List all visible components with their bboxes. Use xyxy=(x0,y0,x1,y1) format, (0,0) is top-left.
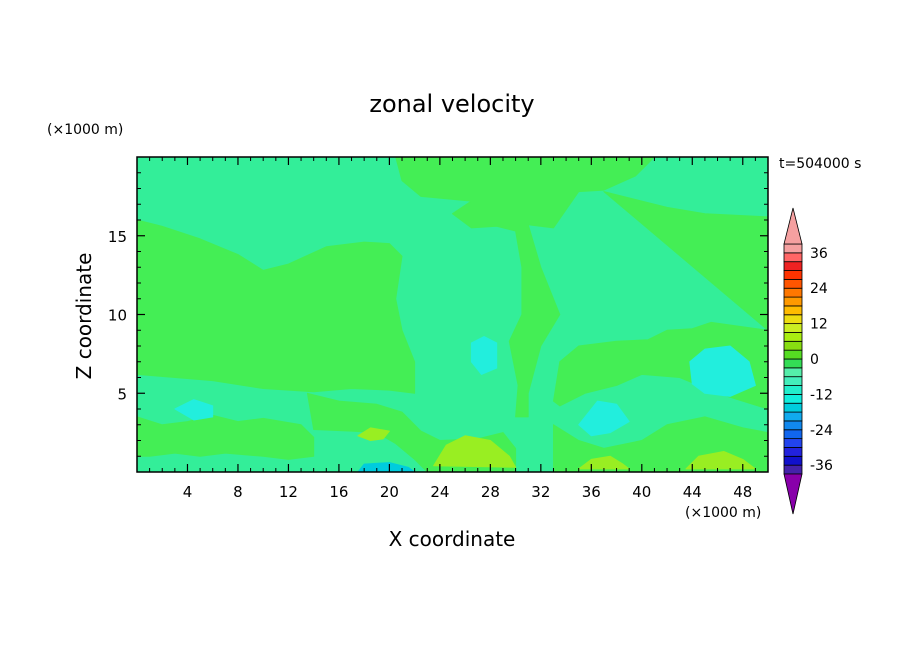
colorbar-swatch xyxy=(783,314,803,325)
time-label: t=504000 s xyxy=(779,156,861,172)
colorbar-swatch xyxy=(783,402,803,413)
colorbar-swatch xyxy=(783,358,803,369)
colorbar-swatch xyxy=(783,349,803,360)
colorbar-swatch xyxy=(783,296,803,307)
x-tick-label: 8 xyxy=(233,483,243,501)
colorbar-tick-label: 36 xyxy=(810,246,828,262)
x-tick-label: 28 xyxy=(481,483,500,501)
colorbar-swatch xyxy=(783,429,803,440)
colorbar-tick-label: 12 xyxy=(810,317,828,333)
colorbar-swatch xyxy=(783,323,803,333)
contour-weak-positive-a xyxy=(433,435,517,468)
contour-positive-upper-right xyxy=(395,157,655,418)
x-tick-label: 16 xyxy=(329,483,348,501)
contour-negative-right xyxy=(689,345,756,397)
y-axis-label: Z coordinate xyxy=(72,253,96,380)
x-tick-label: 44 xyxy=(683,483,702,501)
contour-weak-positive-d xyxy=(357,427,390,441)
x-axis-ticks: 4 8 12 16 20 24 28 32 36 40 44 48 xyxy=(149,157,769,501)
colorbar-swatch xyxy=(783,447,803,457)
x-tick-label: 36 xyxy=(582,483,601,501)
colorbar-extend-low xyxy=(783,473,803,515)
colorbar-tick-label: 24 xyxy=(810,281,828,297)
contour-weak-positive-c xyxy=(685,451,756,470)
x-unit-label: (×1000 m) xyxy=(685,505,761,521)
x-axis-label: X coordinate xyxy=(389,527,516,551)
colorbar-swatch xyxy=(783,464,803,475)
colorbar-tick-label: -36 xyxy=(810,458,833,474)
colorbar-swatch xyxy=(783,270,803,280)
colorbar-swatch xyxy=(783,367,803,378)
colorbar-tick-label: -12 xyxy=(810,387,833,403)
colorbar-swatch xyxy=(783,411,803,422)
contour-negative-left xyxy=(174,399,214,421)
y-tick-label: 5 xyxy=(117,385,127,403)
y-unit-label: (×1000 m) xyxy=(47,122,123,138)
colorbar-swatch xyxy=(783,287,803,298)
y-tick-label: 10 xyxy=(108,307,127,325)
colorbar-extend-high xyxy=(783,207,803,245)
colorbar-swatch xyxy=(783,332,803,342)
colorbar-swatch xyxy=(783,438,803,448)
x-tick-label: 32 xyxy=(531,483,550,501)
colorbar-swatch xyxy=(783,252,803,263)
colorbar-tick-label: -24 xyxy=(810,423,833,439)
colorbar-swatch xyxy=(783,385,803,395)
x-tick-label: 20 xyxy=(380,483,399,501)
x-tick-label: 48 xyxy=(733,483,752,501)
y-axis-ticks: 5 10 15 xyxy=(108,172,768,457)
contour-negative-center xyxy=(470,336,498,375)
contour-positive-upper-left xyxy=(137,219,416,394)
colorbar-swatch xyxy=(783,243,803,254)
colorbar-swatch xyxy=(783,340,803,351)
contour-negative-right-low xyxy=(578,400,630,437)
colorbar-swatch xyxy=(783,376,803,386)
chart-title: zonal velocity xyxy=(369,90,534,118)
colorbar-swatch xyxy=(783,393,803,404)
x-tick-label: 40 xyxy=(632,483,651,501)
x-tick-label: 24 xyxy=(430,483,449,501)
colorbar: 36 24 12 0 -12 -24 -36 xyxy=(783,207,833,515)
x-tick-label: 12 xyxy=(279,483,298,501)
x-tick-label: 4 xyxy=(183,483,193,501)
colorbar-swatch xyxy=(783,455,803,466)
colorbar-swatch xyxy=(783,305,803,316)
contour-regions xyxy=(137,157,768,472)
colorbar-swatch xyxy=(783,278,803,289)
y-tick-label: 15 xyxy=(108,228,127,246)
contour-negative-bottom xyxy=(357,462,416,472)
colorbar-tick-label: 0 xyxy=(810,352,819,368)
colorbar-swatch xyxy=(783,420,803,431)
colorbar-swatch xyxy=(783,261,803,271)
